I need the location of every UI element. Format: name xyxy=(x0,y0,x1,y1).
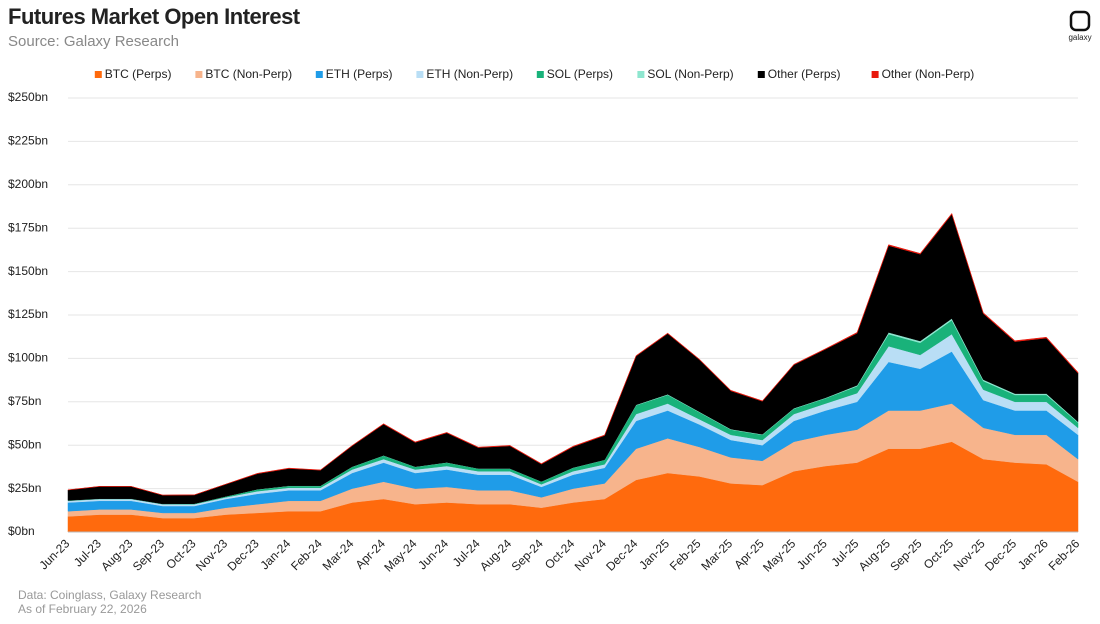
legend-swatch xyxy=(94,71,102,78)
chart-title: Futures Market Open Interest xyxy=(8,4,301,29)
x-tick-label: Aug-24 xyxy=(477,536,514,573)
legend-swatch xyxy=(195,71,203,78)
x-tick-label: Mar-25 xyxy=(698,536,735,573)
x-tick-label: May-24 xyxy=(381,536,419,574)
x-tick-label: Nov-24 xyxy=(572,536,609,573)
note: As of February 22, 2026 xyxy=(18,602,147,616)
x-tick-label: Nov-25 xyxy=(950,536,987,573)
x-tick-label: Sep-24 xyxy=(509,536,546,573)
x-tick-label: Jan-25 xyxy=(636,536,672,572)
logo-icon xyxy=(1069,10,1091,32)
x-tick-label: Oct-25 xyxy=(921,536,957,572)
x-tick-label: Oct-24 xyxy=(542,536,578,572)
y-tick-label: $25bn xyxy=(8,481,41,495)
legend-swatch xyxy=(416,71,424,78)
x-tick-label: Feb-25 xyxy=(667,536,704,573)
legend-label: BTC (Non-Perp) xyxy=(205,67,292,81)
x-tick-label: Jan-26 xyxy=(1015,536,1051,572)
legend-label: ETH (Perps) xyxy=(326,67,393,81)
x-tick-label: Jun-23 xyxy=(37,536,73,572)
y-tick-label: $125bn xyxy=(8,307,48,321)
x-tick-label: Dec-25 xyxy=(982,536,1019,573)
chart-subtitle: Source: Galaxy Research xyxy=(8,33,179,50)
area xyxy=(67,212,1079,496)
legend-swatch xyxy=(536,71,544,78)
x-tick-label: Dec-24 xyxy=(603,536,640,573)
y-tick-label: $100bn xyxy=(8,351,48,365)
note: Data: Coinglass, Galaxy Research xyxy=(18,588,201,602)
legend-swatch xyxy=(757,71,765,78)
y-tick-label: $175bn xyxy=(8,220,48,234)
y-tick-label: $150bn xyxy=(8,264,48,278)
legend-label: ETH (Non-Perp) xyxy=(426,67,513,81)
x-tick-label: Nov-23 xyxy=(193,536,230,573)
y-tick-label: $250bn xyxy=(8,90,48,104)
legend-label: SOL (Perps) xyxy=(547,67,613,81)
y-tick-label: $50bn xyxy=(8,437,41,451)
x-tick-label: Feb-24 xyxy=(288,536,325,573)
y-tick-label: $75bn xyxy=(8,394,41,408)
x-tick-label: Mar-24 xyxy=(320,536,357,573)
x-tick-label: Jun-25 xyxy=(794,536,830,572)
x-tick-label: Aug-23 xyxy=(98,536,135,573)
legend-swatch xyxy=(871,71,879,78)
logo-text: galaxy xyxy=(1068,33,1091,42)
legend-label: Other (Non-Perp) xyxy=(882,67,975,81)
x-tick-label: Sep-23 xyxy=(130,536,167,573)
legend-swatch xyxy=(315,71,323,78)
legend-label: Other (Perps) xyxy=(768,67,841,81)
legend-label: SOL (Non-Perp) xyxy=(647,67,733,81)
legend-swatch xyxy=(637,71,645,78)
legend-label: BTC (Perps) xyxy=(105,67,172,81)
x-tick-label: Aug-25 xyxy=(856,536,893,573)
x-tick-label: Oct-23 xyxy=(163,536,199,572)
y-tick-label: $0bn xyxy=(8,524,35,538)
x-tick-label: Feb-26 xyxy=(1046,536,1083,573)
x-tick-label: May-25 xyxy=(760,536,798,574)
x-tick-label: Jun-24 xyxy=(415,536,451,572)
x-tick-label: Jan-24 xyxy=(257,536,293,572)
y-tick-label: $200bn xyxy=(8,177,48,191)
x-tick-label: Sep-25 xyxy=(887,536,924,573)
x-tick-label: Dec-23 xyxy=(224,536,261,573)
y-tick-label: $225bn xyxy=(8,134,48,148)
